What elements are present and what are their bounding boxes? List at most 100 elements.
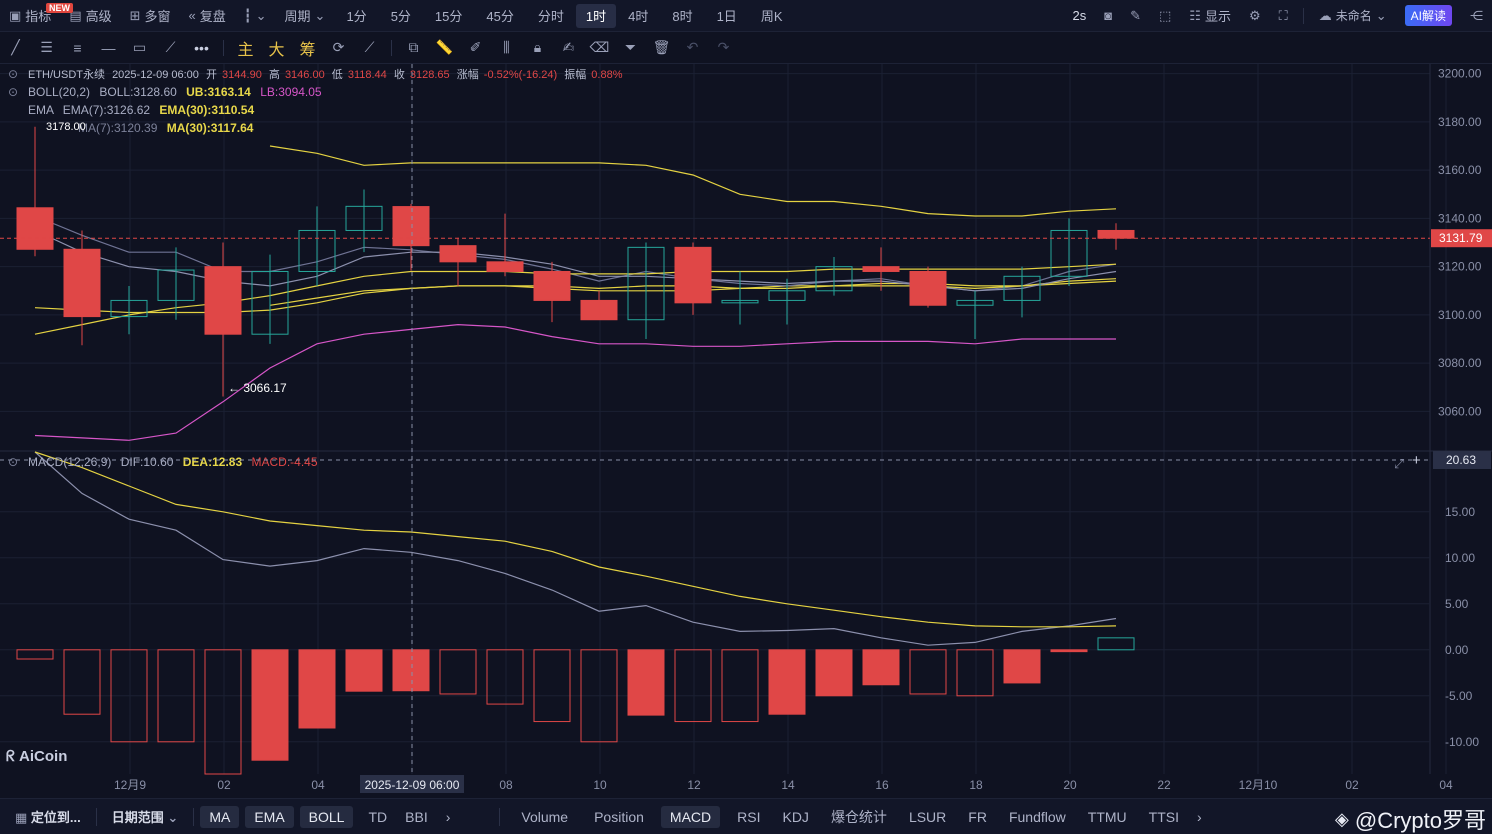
main-tab-bbi[interactable]: BBI bbox=[405, 808, 428, 825]
select-button[interactable]: ⬚ bbox=[1150, 4, 1180, 28]
refresh-rate[interactable]: 2s bbox=[1072, 8, 1087, 23]
date-range-button[interactable]: 日期范围 ⌄ bbox=[103, 804, 188, 829]
camera-button[interactable]: ◙ bbox=[1095, 4, 1121, 28]
sub-tab-liquidation[interactable]: 爆仓统计 bbox=[830, 808, 887, 825]
candle[interactable] bbox=[1050, 218, 1088, 286]
main-force-button[interactable]: 主 bbox=[237, 41, 254, 59]
interval-1h[interactable]: 1时 bbox=[575, 3, 617, 28]
candle[interactable] bbox=[909, 266, 947, 308]
interval-8h[interactable]: 8时 bbox=[672, 9, 693, 24]
redo-button[interactable]: ↷ bbox=[708, 36, 739, 60]
rect-tool[interactable]: ▭ bbox=[124, 36, 155, 60]
edit-button[interactable]: ✎ bbox=[1121, 4, 1150, 28]
eraser-button[interactable]: ⌫ bbox=[584, 36, 615, 60]
collapse-icon[interactable]: ⊙ bbox=[8, 67, 18, 81]
candle[interactable] bbox=[721, 271, 759, 325]
big-order-button[interactable]: 大 bbox=[268, 41, 285, 59]
kline-chart[interactable]: 12月9 02 04 2025-12-09 06:00 08 10 12 14 16 18 20 22… bbox=[0, 64, 1492, 798]
collapse-icon[interactable]: ⊙ bbox=[8, 455, 18, 469]
multi-window-button[interactable]: ⊞ 多窗 bbox=[121, 4, 180, 28]
sub-tab-macd[interactable]: MACD bbox=[660, 805, 721, 828]
sub-tab-rsi[interactable]: RSI bbox=[737, 808, 761, 825]
candle[interactable] bbox=[862, 247, 900, 291]
interval-timeline[interactable]: 分时 bbox=[537, 9, 564, 24]
candle[interactable] bbox=[486, 213, 524, 277]
hline-tool[interactable]: ☰ bbox=[31, 36, 62, 60]
chip-button[interactable]: 筹 bbox=[299, 41, 316, 59]
candle[interactable] bbox=[580, 290, 618, 321]
sub-tab-ttmu[interactable]: TTMU bbox=[1087, 808, 1127, 825]
y-tick-label: 3080.00 bbox=[1438, 356, 1482, 370]
indicators-button[interactable]: ▣ 指标 NEW bbox=[0, 2, 73, 28]
candle[interactable] bbox=[251, 254, 289, 344]
candle[interactable] bbox=[298, 206, 336, 286]
ray-tool[interactable]: — bbox=[93, 36, 124, 60]
main-tab-ema[interactable]: EMA bbox=[245, 805, 294, 828]
sub-tab-fr[interactable]: FR bbox=[968, 808, 987, 825]
expand-pane-icon[interactable]: ⤢ bbox=[1394, 456, 1404, 471]
sub-tab-position[interactable]: Position bbox=[594, 808, 644, 825]
candle[interactable] bbox=[1003, 266, 1041, 318]
collapse-icon[interactable]: ⊙ bbox=[8, 85, 18, 99]
candle[interactable] bbox=[956, 290, 994, 340]
lock-button[interactable]: 🔒︎ bbox=[522, 36, 553, 60]
delete-button[interactable]: 🗑︎ bbox=[646, 36, 677, 60]
sub-tab-lsur[interactable]: LSUR bbox=[908, 808, 947, 825]
candle[interactable] bbox=[204, 242, 242, 397]
main-tab-ma[interactable]: MA bbox=[200, 805, 240, 828]
undo-button[interactable]: ↶ bbox=[677, 36, 708, 60]
crosshair: 20.63 + ⤢ bbox=[0, 64, 1491, 774]
period-dropdown[interactable]: 周期 ⌄ bbox=[276, 4, 335, 28]
candle[interactable] bbox=[439, 237, 477, 286]
candle[interactable] bbox=[815, 257, 853, 296]
more-tools[interactable]: ••• bbox=[186, 36, 217, 60]
sync-button[interactable]: ⟳ bbox=[323, 36, 354, 60]
interval-15m[interactable]: 15分 bbox=[434, 9, 463, 24]
display-button[interactable]: ☷ 显示 bbox=[1180, 4, 1240, 28]
measure-tool[interactable]: ⟋ bbox=[155, 36, 186, 60]
brush-button[interactable]: ✐ bbox=[460, 36, 491, 60]
main-tabs-next[interactable]: › bbox=[437, 806, 460, 828]
layout-dropdown[interactable]: ☁ 未命名 ⌄ bbox=[1310, 4, 1396, 28]
candle[interactable] bbox=[345, 189, 383, 253]
locate-label: 定位到... bbox=[30, 810, 81, 825]
interval-1d[interactable]: 1日 bbox=[716, 9, 737, 24]
plus-icon[interactable]: + bbox=[1412, 452, 1421, 469]
candle[interactable] bbox=[16, 126, 54, 257]
filter-button[interactable]: ⏷ bbox=[615, 36, 646, 60]
candle[interactable] bbox=[392, 203, 430, 271]
candle[interactable] bbox=[157, 247, 195, 320]
locate-button[interactable]: ▦ 定位到... bbox=[6, 804, 90, 829]
interval-1w[interactable]: 周K bbox=[760, 9, 783, 24]
note-button[interactable]: ✍ bbox=[553, 36, 584, 60]
sub-tab-ttsi[interactable]: TTSI bbox=[1148, 808, 1180, 825]
interval-4h[interactable]: 4时 bbox=[628, 9, 649, 24]
candle[interactable] bbox=[533, 261, 571, 323]
main-tab-boll[interactable]: BOLL bbox=[299, 805, 354, 828]
share-button[interactable]: ⋲ bbox=[1461, 4, 1492, 28]
chart-type-button[interactable]: ┇ ⌄ bbox=[235, 4, 276, 28]
interval-45m[interactable]: 45分 bbox=[486, 9, 514, 24]
line-tool[interactable]: ╱ bbox=[0, 36, 31, 60]
ai-analysis-button[interactable]: AI解读 bbox=[1396, 4, 1461, 28]
settings-button[interactable]: ⚙ bbox=[1240, 4, 1270, 28]
candle[interactable] bbox=[674, 242, 712, 315]
sub-tab-volume[interactable]: Volume bbox=[521, 808, 569, 825]
bars-button[interactable]: ⫼ bbox=[491, 36, 522, 60]
fullscreen-button[interactable]: ⛶ bbox=[1270, 4, 1297, 28]
magnet-button[interactable]: ⟋ bbox=[354, 36, 385, 60]
candle[interactable] bbox=[63, 230, 101, 346]
sub-tab-fundflow[interactable]: Fundflow bbox=[1008, 808, 1066, 825]
candle[interactable] bbox=[110, 285, 148, 335]
sub-tabs-next[interactable]: › bbox=[1188, 806, 1211, 828]
replay-button[interactable]: « 复盘 bbox=[180, 4, 235, 28]
candle[interactable] bbox=[627, 242, 665, 340]
main-tab-td[interactable]: TD bbox=[368, 808, 388, 825]
copy-button[interactable]: ⧉ bbox=[398, 36, 429, 60]
candle[interactable] bbox=[768, 278, 806, 325]
parallel-tool[interactable]: ≡ bbox=[62, 36, 93, 60]
sub-tab-kdj[interactable]: KDJ bbox=[782, 808, 809, 825]
interval-5m[interactable]: 5分 bbox=[390, 9, 411, 24]
interval-1m[interactable]: 1分 bbox=[346, 9, 367, 24]
ruler-button[interactable]: 📏 bbox=[429, 36, 460, 60]
